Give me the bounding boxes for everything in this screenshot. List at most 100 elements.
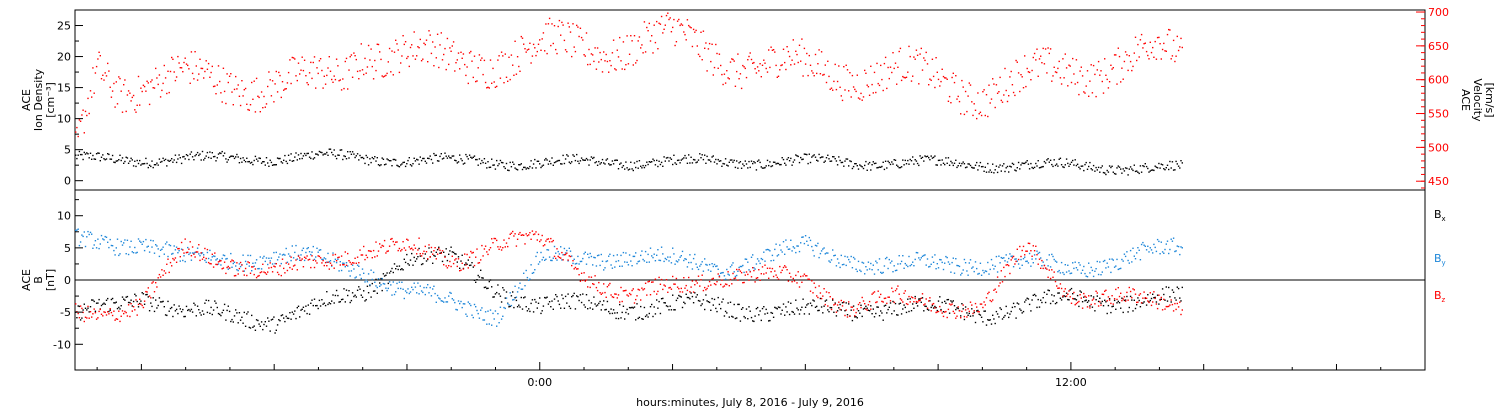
data-point-by bbox=[364, 281, 366, 283]
data-point-bz bbox=[1038, 258, 1041, 260]
data-point-by bbox=[769, 250, 771, 252]
data-point-bz bbox=[697, 275, 700, 277]
data-point-by bbox=[452, 299, 455, 301]
data-point-by bbox=[196, 247, 199, 249]
data-point-bz bbox=[855, 311, 857, 314]
data-point-ion-density bbox=[763, 167, 765, 169]
data-point-by bbox=[1165, 243, 1167, 245]
data-point-velocity bbox=[877, 82, 879, 85]
data-point-bz bbox=[95, 318, 98, 320]
data-point-ion-density bbox=[478, 158, 481, 160]
data-point-ion-density bbox=[180, 162, 183, 165]
data-point-bx bbox=[1144, 297, 1146, 300]
data-point-bx bbox=[395, 268, 397, 270]
data-point-velocity bbox=[931, 58, 934, 60]
data-point-ion-density bbox=[446, 157, 449, 159]
data-point-velocity bbox=[1143, 43, 1145, 45]
data-point-by bbox=[801, 236, 803, 238]
data-point-velocity bbox=[413, 31, 415, 33]
data-point-bx bbox=[153, 310, 156, 313]
data-point-by bbox=[1180, 246, 1182, 248]
data-point-velocity bbox=[518, 65, 520, 68]
data-point-bx bbox=[649, 306, 652, 308]
data-point-ion-density bbox=[412, 163, 414, 165]
y-tick-label: 25 bbox=[57, 20, 71, 33]
data-point-bx bbox=[534, 298, 536, 301]
data-point-bz bbox=[580, 272, 583, 274]
data-point-bx bbox=[323, 302, 325, 304]
data-point-bx bbox=[857, 310, 860, 312]
data-point-by bbox=[743, 271, 745, 274]
data-point-bx bbox=[363, 290, 365, 292]
data-point-bz bbox=[441, 250, 444, 252]
data-point-bz bbox=[907, 303, 909, 306]
data-point-bz bbox=[1154, 297, 1156, 300]
data-point-by bbox=[1140, 243, 1143, 246]
data-point-bx bbox=[236, 312, 238, 314]
data-point-bz bbox=[1175, 308, 1177, 311]
data-point-ion-density bbox=[1036, 165, 1038, 167]
data-point-velocity bbox=[284, 88, 286, 90]
data-point-bx bbox=[322, 303, 324, 305]
data-point-velocity bbox=[595, 68, 598, 70]
data-point-ion-density bbox=[1012, 163, 1015, 166]
data-point-bx bbox=[173, 304, 175, 306]
data-point-bz bbox=[998, 285, 1000, 287]
data-point-bx bbox=[471, 262, 473, 264]
data-point-bz bbox=[1000, 270, 1002, 272]
data-point-bx bbox=[599, 300, 601, 303]
data-point-bx bbox=[811, 304, 813, 307]
data-point-velocity bbox=[556, 52, 558, 55]
data-point-ion-density bbox=[545, 157, 547, 160]
data-point-ion-density bbox=[952, 164, 954, 167]
data-point-velocity bbox=[835, 88, 838, 91]
data-point-bz bbox=[822, 295, 824, 297]
data-point-bx bbox=[846, 314, 849, 316]
data-point-velocity bbox=[809, 64, 812, 66]
data-point-ion-density bbox=[589, 159, 591, 161]
data-point-velocity bbox=[737, 53, 739, 55]
data-point-velocity bbox=[790, 64, 792, 66]
data-point-by bbox=[985, 270, 988, 273]
data-point-by bbox=[971, 267, 973, 269]
data-point-by bbox=[513, 298, 515, 301]
data-point-bx bbox=[728, 316, 730, 318]
data-point-bz bbox=[920, 297, 922, 299]
data-point-bx bbox=[897, 314, 899, 316]
data-point-bz bbox=[987, 292, 989, 295]
data-point-by bbox=[1026, 260, 1028, 262]
data-point-by bbox=[784, 253, 786, 255]
data-point-by bbox=[510, 304, 513, 307]
data-point-velocity bbox=[182, 71, 184, 73]
data-point-bx bbox=[265, 325, 268, 327]
data-point-velocity bbox=[406, 57, 408, 60]
data-point-ion-density bbox=[121, 157, 124, 159]
data-point-by bbox=[748, 269, 750, 271]
data-point-velocity bbox=[1145, 50, 1148, 53]
data-point-bx bbox=[745, 308, 748, 310]
data-point-bx bbox=[257, 319, 259, 322]
data-point-velocity bbox=[1070, 81, 1073, 84]
data-point-bz bbox=[563, 254, 566, 256]
data-point-by bbox=[1115, 265, 1117, 267]
data-point-bz bbox=[150, 297, 152, 299]
data-point-bx bbox=[883, 305, 886, 307]
data-point-by bbox=[1176, 245, 1178, 247]
data-point-bz bbox=[588, 276, 590, 278]
data-point-by bbox=[276, 259, 279, 261]
data-point-by bbox=[560, 246, 562, 248]
data-point-bz bbox=[992, 299, 994, 301]
data-point-ion-density bbox=[1180, 160, 1182, 162]
data-point-bx bbox=[494, 293, 497, 295]
legend-by: By bbox=[1434, 252, 1446, 267]
data-point-velocity bbox=[407, 55, 409, 58]
data-point-bx bbox=[123, 298, 125, 300]
data-point-bz bbox=[745, 271, 748, 273]
data-point-ion-density bbox=[209, 151, 211, 153]
data-point-by bbox=[1090, 266, 1092, 269]
data-point-bz bbox=[423, 250, 425, 252]
data-point-by bbox=[260, 268, 263, 270]
data-point-bx bbox=[95, 302, 98, 304]
data-point-by bbox=[552, 257, 554, 259]
data-point-bz bbox=[960, 317, 962, 319]
